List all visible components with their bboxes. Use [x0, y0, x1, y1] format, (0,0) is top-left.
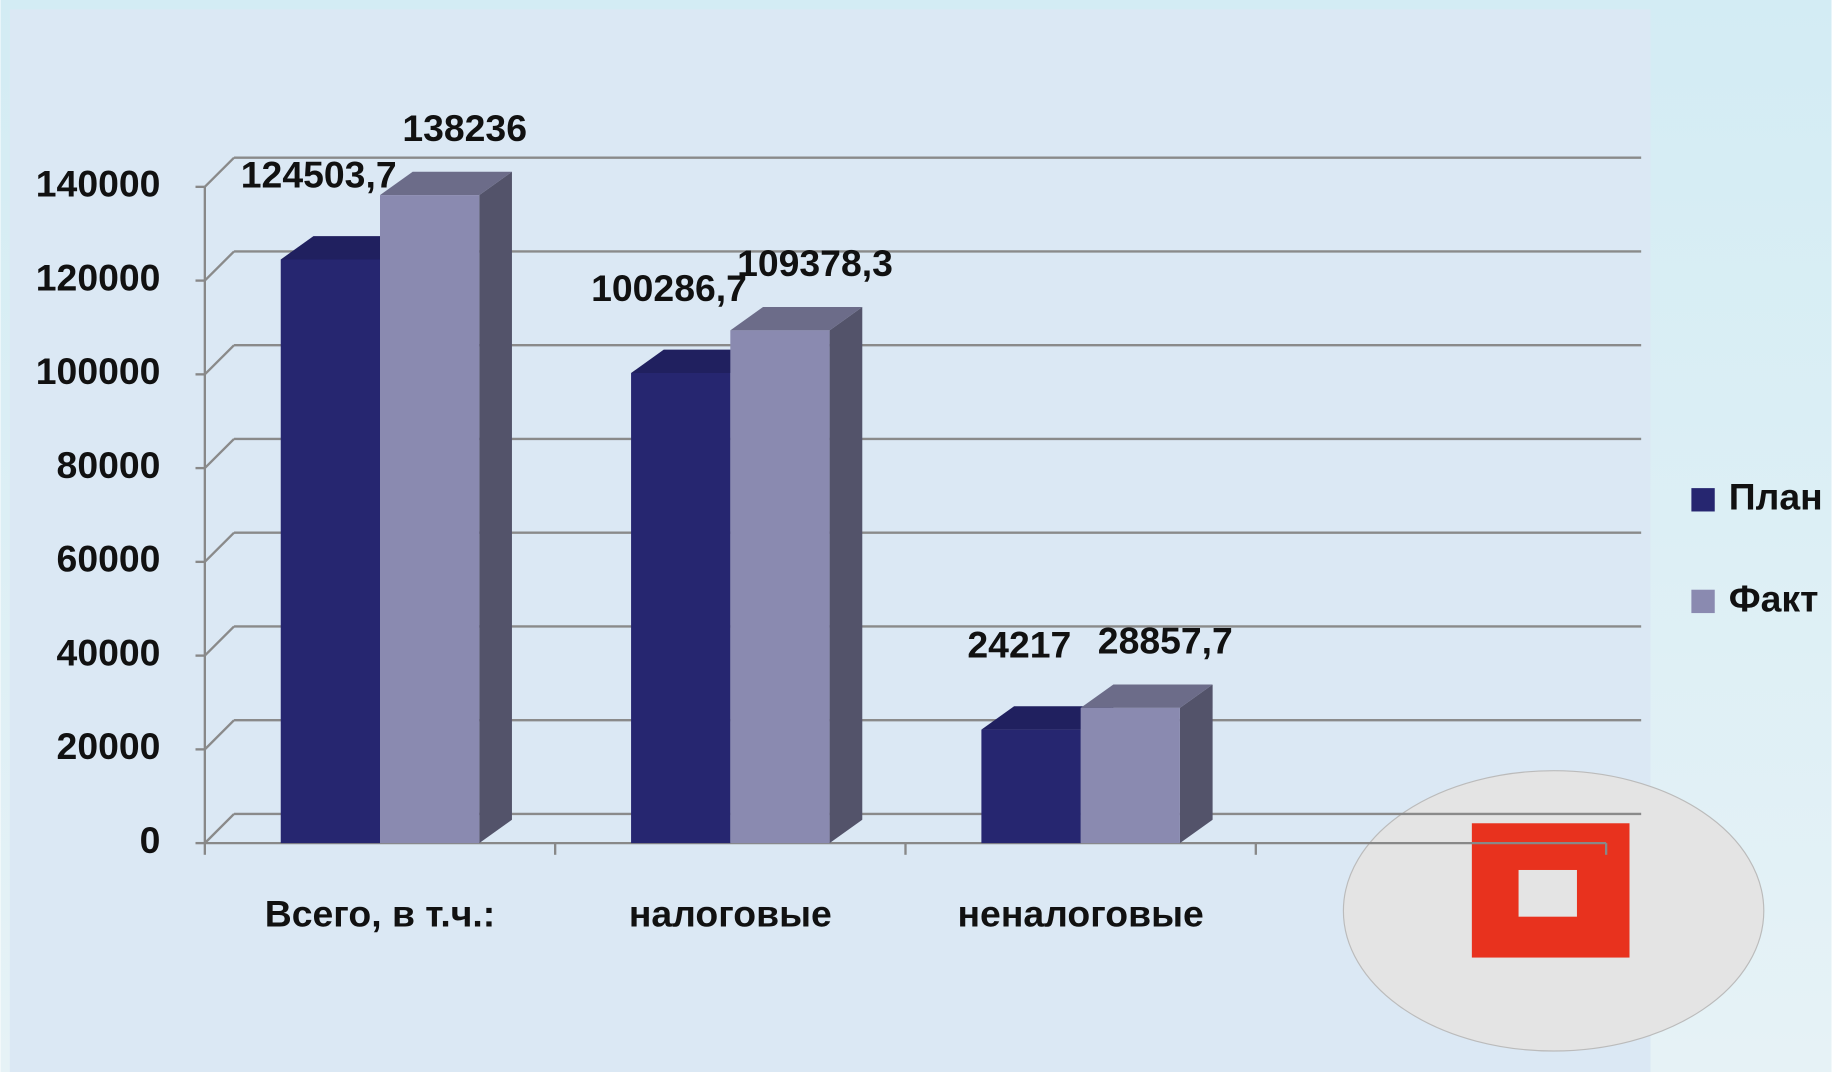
data-label: 124503,7 [241, 154, 397, 196]
y-tick-label: 20000 [57, 725, 161, 767]
bar [1080, 707, 1180, 844]
x-tick-label: налоговые [629, 893, 832, 935]
grid-wall [204, 438, 235, 469]
data-label: 100286,7 [591, 267, 747, 309]
grid-wall [204, 625, 235, 657]
bar-side [1179, 684, 1213, 844]
bar [280, 259, 380, 844]
legend-swatch [1691, 488, 1715, 512]
y-tick-label: 0 [140, 819, 161, 861]
bar-top [981, 706, 1114, 730]
bar-top [280, 236, 413, 260]
x-tick-label: неналоговые [958, 893, 1204, 935]
data-label: 24217 [967, 624, 1071, 666]
data-label: 109378,3 [737, 242, 893, 284]
legend-label: План [1729, 476, 1823, 518]
y-tick-label: 80000 [57, 444, 161, 486]
grid-wall [204, 813, 235, 844]
y-tick-label: 60000 [57, 538, 161, 580]
bar-top [380, 171, 512, 196]
legend-label: Факт [1729, 577, 1819, 619]
y-tick-label: 40000 [57, 631, 161, 673]
data-label: 28857,7 [1098, 619, 1233, 661]
bar-top [730, 307, 863, 331]
bar [631, 373, 731, 844]
bar [981, 729, 1081, 844]
y-tick-label: 120000 [36, 256, 161, 298]
grid-wall [204, 719, 235, 751]
y-tick-label: 100000 [36, 350, 161, 392]
grid-wall [204, 531, 235, 563]
bar-side [829, 307, 863, 844]
bar-top [1080, 684, 1213, 708]
x-tick-label: Всего, в т.ч.: [265, 893, 495, 935]
grid-wall [204, 156, 235, 188]
bar [730, 330, 830, 844]
grid-wall [204, 344, 235, 376]
bar [380, 195, 480, 844]
grid-wall [204, 250, 235, 282]
y-tick-label: 140000 [36, 163, 161, 205]
bar-top [631, 349, 764, 374]
illustration [1342, 770, 1765, 1052]
legend-swatch [1691, 589, 1715, 614]
data-label: 138236 [402, 107, 527, 149]
bar-side [479, 171, 512, 844]
